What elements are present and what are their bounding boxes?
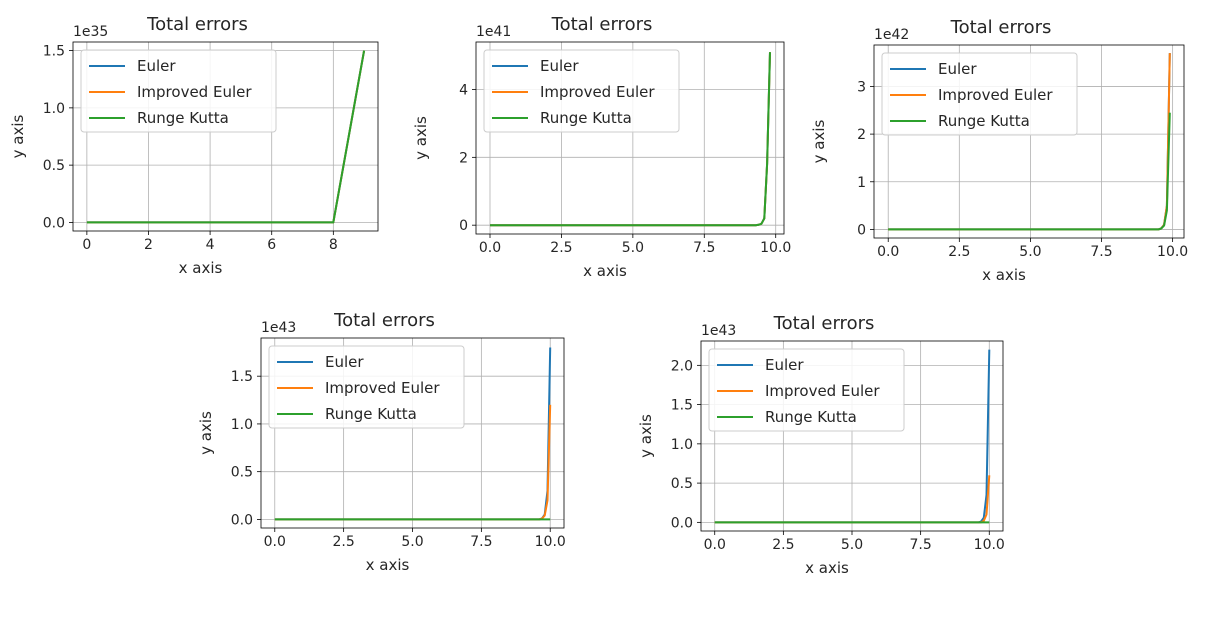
offset-label: 1e43 <box>261 320 296 336</box>
legend-box <box>268 345 465 429</box>
x-tick-label: 2 <box>144 237 153 253</box>
y-tick-label: 0 <box>459 218 468 234</box>
x-tick-label: 7.5 <box>910 537 932 553</box>
chart-title: Total errors <box>551 14 653 35</box>
y-axis-label: y axis <box>810 119 828 163</box>
x-axis-label: x axis <box>366 556 410 574</box>
legend-box <box>80 49 277 133</box>
x-tick-label: 2.5 <box>550 240 572 256</box>
chart-1: 0 2 4 6 8 0.0 0.5 1.0 1.5 Total errors 1e35 x axis y… <box>9 14 379 277</box>
axes-frame <box>475 41 785 235</box>
chart-2: 0.0 2.5 5.0 7.5 10.0 0 2 4 Total errors 1e41 x axi… <box>412 14 791 280</box>
offset-label: 1e42 <box>874 27 909 43</box>
legend-box <box>708 348 905 432</box>
legend-box <box>881 52 1078 136</box>
chart-title: Total errors <box>333 310 435 331</box>
y-tick-label: 0.0 <box>671 515 693 531</box>
legend-label: Euler <box>540 57 579 75</box>
x-tick-label: 5.0 <box>1019 244 1041 260</box>
y-tick-label: 4 <box>459 82 468 98</box>
x-tick-label: 0.0 <box>877 244 899 260</box>
offset-label: 1e43 <box>701 323 736 339</box>
chart-5: 0.0 2.5 5.0 7.5 10.0 0.0 0.5 1.0 1.5 2.0 Total err… <box>637 313 1005 577</box>
x-tick-label: 2.5 <box>948 244 970 260</box>
x-tick-label: 7.5 <box>693 240 715 256</box>
x-tick-label: 10.0 <box>974 537 1005 553</box>
legend-label: Runge Kutta <box>540 109 632 127</box>
legend-label: Improved Euler <box>137 83 252 101</box>
x-tick-label: 10.0 <box>535 534 566 550</box>
legend-label: Runge Kutta <box>765 408 857 426</box>
x-tick-label: 0.0 <box>704 537 726 553</box>
legend-label: Euler <box>938 60 977 78</box>
legend-label: Improved Euler <box>938 86 1053 104</box>
x-tick-label: 10.0 <box>1157 244 1188 260</box>
offset-label: 1e41 <box>476 24 511 40</box>
legend-label: Euler <box>765 356 804 374</box>
legend-label: Euler <box>137 57 176 75</box>
x-tick-label: 6 <box>267 237 276 253</box>
y-tick-label: 0.5 <box>43 158 65 174</box>
axes-frame <box>700 340 1004 532</box>
axes-frame <box>260 337 565 529</box>
y-tick-label: 1.5 <box>671 398 693 414</box>
y-tick-label: 1.0 <box>43 101 65 117</box>
y-tick-label: 2 <box>857 127 866 143</box>
chart-4: 0.0 2.5 5.0 7.5 10.0 0.0 0.5 1.0 1.5 Total errors… <box>197 310 566 574</box>
x-tick-label: 5.0 <box>401 534 423 550</box>
chart-title: Total errors <box>146 14 248 35</box>
y-tick-label: 2.0 <box>671 358 693 374</box>
x-tick-label: 2.5 <box>333 534 355 550</box>
y-axis-label: y axis <box>637 414 655 458</box>
x-axis-label: x axis <box>179 259 223 277</box>
legend-label: Improved Euler <box>765 382 880 400</box>
chart-title: Total errors <box>950 17 1052 38</box>
x-tick-label: 0.0 <box>479 240 501 256</box>
x-axis-label: x axis <box>583 262 627 280</box>
y-tick-label: 0.5 <box>671 476 693 492</box>
x-tick-label: 10.0 <box>760 240 791 256</box>
x-tick-label: 8 <box>329 237 338 253</box>
y-tick-label: 1.0 <box>231 417 253 433</box>
series-line-runge-kutta <box>888 112 1171 231</box>
legend-box <box>483 49 680 133</box>
y-tick-label: 2 <box>459 150 468 166</box>
y-axis-label: y axis <box>412 116 430 160</box>
legend-label: Runge Kutta <box>938 112 1030 130</box>
axes-frame <box>873 44 1185 239</box>
axes-frame <box>72 41 379 232</box>
y-tick-label: 1.5 <box>43 44 65 60</box>
y-tick-label: 0.5 <box>231 465 253 481</box>
chart-title: Total errors <box>773 313 875 334</box>
legend-label: Runge Kutta <box>325 405 417 423</box>
legend-label: Euler <box>325 353 364 371</box>
offset-label: 1e35 <box>73 24 108 40</box>
x-tick-label: 7.5 <box>470 534 492 550</box>
series-line-runge-kutta <box>86 50 366 224</box>
y-tick-label: 0 <box>857 222 866 238</box>
legend-label: Improved Euler <box>540 83 655 101</box>
y-axis-label: y axis <box>9 114 27 158</box>
y-tick-label: 1.0 <box>671 437 693 453</box>
x-axis-label: x axis <box>805 559 849 577</box>
x-tick-label: 0 <box>82 237 91 253</box>
x-tick-label: 4 <box>206 237 215 253</box>
y-tick-label: 0.0 <box>231 512 253 528</box>
y-tick-label: 3 <box>857 79 866 95</box>
x-tick-label: 7.5 <box>1090 244 1112 260</box>
y-tick-label: 0.0 <box>43 215 65 231</box>
x-tick-label: 0.0 <box>264 534 286 550</box>
legend-label: Improved Euler <box>325 379 440 397</box>
y-axis-label: y axis <box>197 411 215 455</box>
x-tick-label: 5.0 <box>841 537 863 553</box>
x-tick-label: 5.0 <box>622 240 644 256</box>
chart-3: 0.0 2.5 5.0 7.5 10.0 0 1 2 3 Total errors 1e42 x ax… <box>810 17 1188 284</box>
y-tick-label: 1 <box>857 175 866 191</box>
x-tick-label: 2.5 <box>772 537 794 553</box>
x-axis-label: x axis <box>982 266 1026 284</box>
y-tick-label: 1.5 <box>231 369 253 385</box>
legend-label: Runge Kutta <box>137 109 229 127</box>
series-line-runge-kutta <box>490 52 771 227</box>
